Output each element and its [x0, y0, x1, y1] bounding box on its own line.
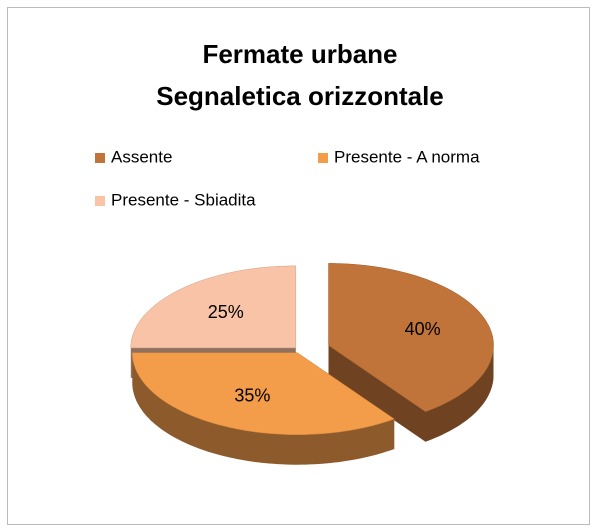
- pie-slice: [132, 352, 395, 435]
- chart-title: Fermate urbane: [202, 39, 397, 69]
- legend-label: Presente - A norma: [334, 147, 480, 166]
- legend-swatch: [95, 196, 105, 206]
- chart-title: Segnaletica orizzontale: [156, 81, 444, 111]
- pie-slice: [130, 265, 297, 349]
- legend-label: Assente: [111, 147, 172, 166]
- pie-slice: [328, 263, 494, 412]
- legend-label: Presente - Sbiadita: [111, 190, 256, 209]
- legend-swatch: [318, 153, 328, 163]
- legend-swatch: [95, 153, 105, 163]
- data-label: 35%: [234, 385, 270, 405]
- data-label: 40%: [405, 319, 441, 339]
- data-label: 25%: [208, 302, 244, 322]
